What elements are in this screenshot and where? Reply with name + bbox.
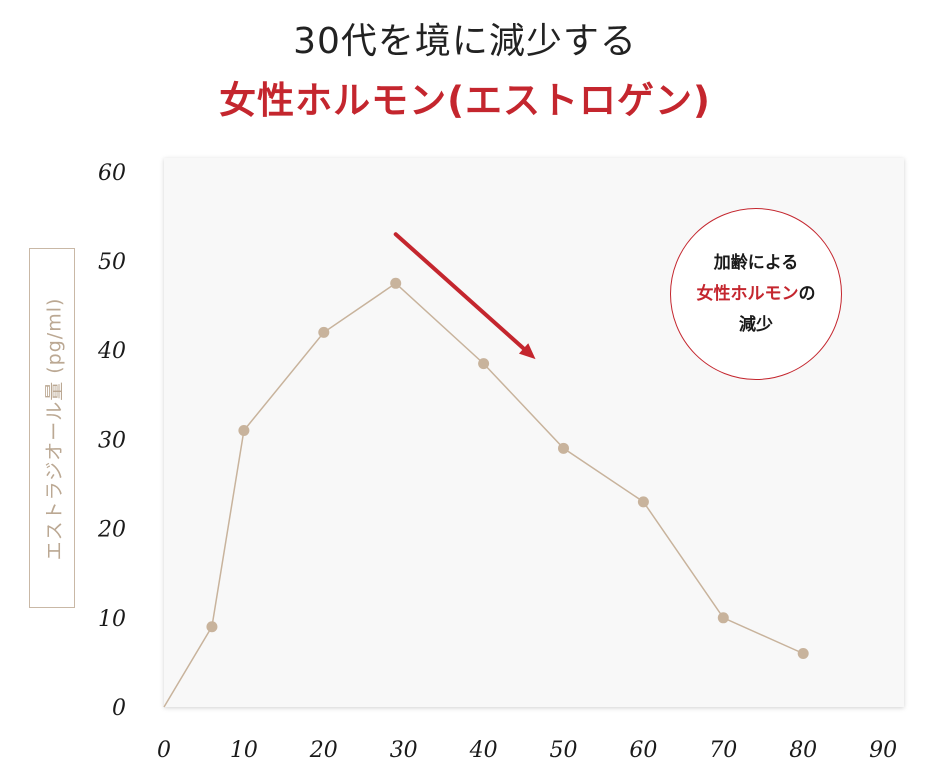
callout-circle: 加齢による 女性ホルモンの 減少 bbox=[670, 208, 842, 380]
decline-arrow-icon bbox=[393, 232, 526, 351]
data-point bbox=[717, 612, 729, 624]
y-tick-label: 10 bbox=[98, 607, 126, 632]
chart-subtitle: 女性ホルモン(エストロゲン) bbox=[219, 79, 711, 122]
y-tick-label: 60 bbox=[98, 161, 126, 186]
y-tick-label: 30 bbox=[98, 428, 126, 453]
data-point bbox=[797, 647, 809, 659]
chart-title: 30代を境に減少する bbox=[293, 21, 637, 62]
x-tick-label: 80 bbox=[789, 738, 817, 763]
data-point bbox=[478, 358, 490, 370]
y-tick-label: 50 bbox=[98, 250, 126, 275]
y-tick-label: 0 bbox=[112, 696, 126, 721]
y-tick-label: 20 bbox=[97, 518, 126, 543]
y-axis-ticks: 0 10 20 30 40 50 60 bbox=[97, 161, 126, 721]
callout-line2-suffix: の bbox=[798, 283, 816, 304]
data-point bbox=[206, 621, 218, 633]
data-point bbox=[318, 326, 330, 338]
data-point bbox=[637, 496, 649, 508]
x-axis-ticks: 0 10 20 30 40 50 60 70 80 90 bbox=[157, 738, 897, 763]
x-tick-label: 40 bbox=[469, 738, 498, 763]
callout-highlight: 女性ホルモン bbox=[696, 283, 799, 304]
callout-line2: 女性ホルモンの bbox=[697, 279, 816, 310]
data-point bbox=[390, 277, 402, 289]
x-tick-label: 30 bbox=[390, 738, 418, 763]
data-points bbox=[206, 277, 809, 659]
x-tick-label: 50 bbox=[550, 738, 578, 763]
series-line bbox=[163, 282, 804, 708]
callout-line1: 加齢による bbox=[713, 252, 799, 273]
decline-arrow-head-icon bbox=[518, 343, 536, 360]
data-point bbox=[238, 424, 250, 436]
y-axis-label-box: エストラジオール量 (pg/ml) bbox=[29, 248, 75, 608]
data-point bbox=[558, 442, 569, 454]
x-tick-label: 20 bbox=[309, 738, 338, 763]
x-tick-label: 70 bbox=[709, 738, 737, 763]
x-tick-label: 0 bbox=[157, 738, 171, 763]
x-tick-label: 10 bbox=[230, 738, 258, 763]
callout-line3: 減少 bbox=[739, 314, 773, 335]
x-tick-label: 90 bbox=[869, 738, 897, 763]
y-tick-label: 40 bbox=[97, 339, 126, 364]
x-tick-label: 60 bbox=[629, 738, 657, 763]
